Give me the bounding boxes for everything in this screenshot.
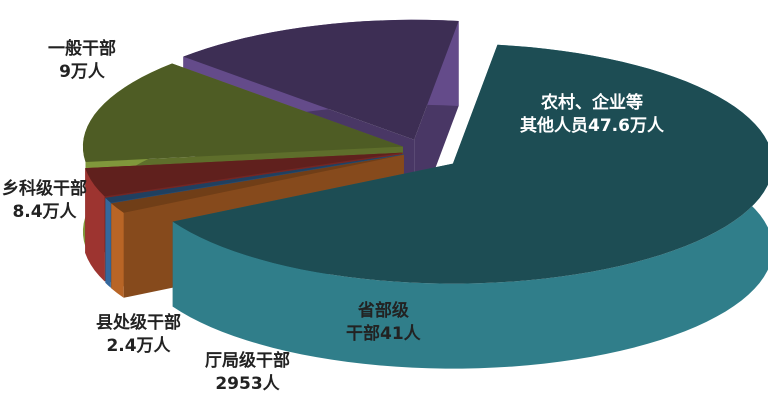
label-general: 一般干部 9万人 xyxy=(48,39,116,82)
slice-县处级干部 xyxy=(85,152,403,197)
label-township: 乡科级干部 8.4万人 xyxy=(2,179,87,222)
side-县处级干部 xyxy=(85,168,105,282)
side-省部级干部 xyxy=(111,203,124,298)
label-other: 农村、企业等 其他人员47.6万人 xyxy=(520,93,664,136)
slice-厅局级干部 xyxy=(105,154,404,203)
slice-省部级干部 xyxy=(111,154,404,213)
label-county: 县处级干部 2.4万人 xyxy=(96,313,181,356)
slice-农村、企业等其他人员 xyxy=(172,44,768,284)
label-bureau: 厅局级干部 2953人 xyxy=(205,351,290,394)
label-provincial: 省部级 干部41人 xyxy=(346,301,421,344)
slice-一般干部 xyxy=(183,19,459,140)
slice-乡科级干部 xyxy=(82,63,403,163)
side-厅局级干部 xyxy=(105,197,111,288)
